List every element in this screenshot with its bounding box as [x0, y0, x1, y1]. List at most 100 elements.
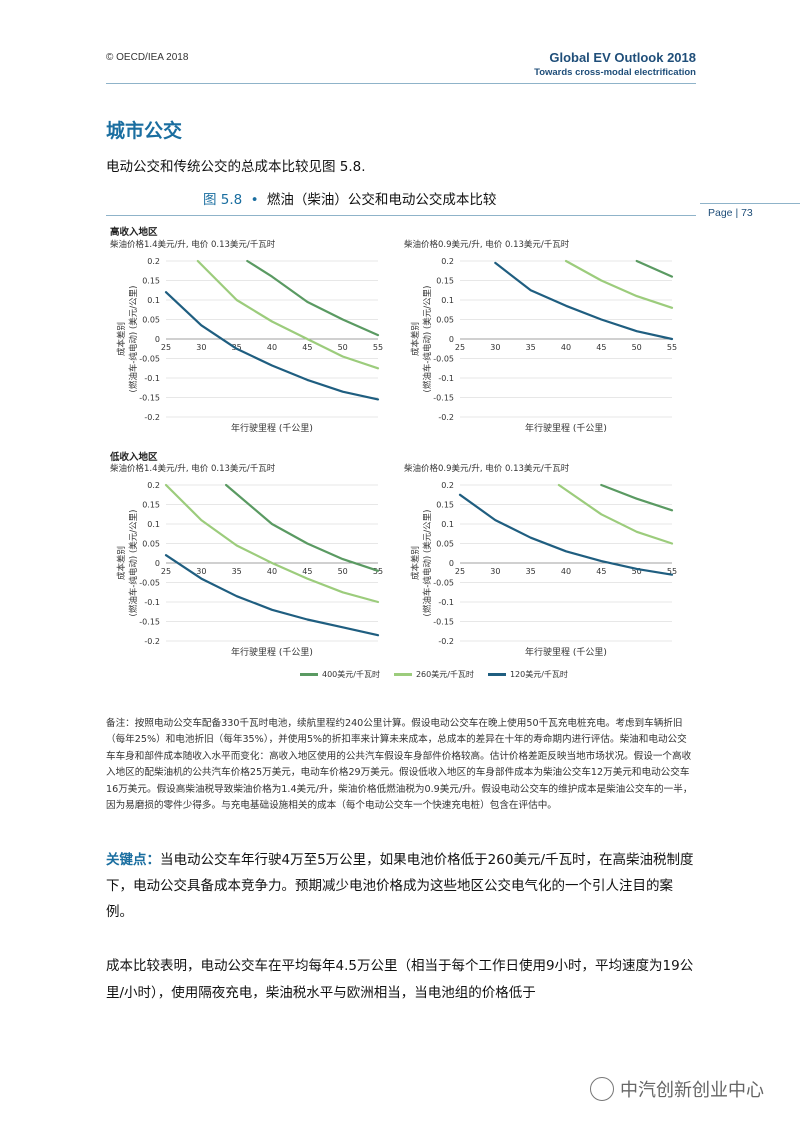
y-tick-label: 0.05 [142, 540, 160, 549]
x-tick-label: 45 [596, 343, 606, 352]
y-tick-label: -0.05 [139, 355, 160, 364]
x-tick-label: 55 [667, 567, 677, 576]
legend-swatch [393, 673, 412, 676]
x-tick-label: 35 [232, 567, 242, 576]
chart-2-subtitle: 柴油价格0.9美元/升, 电价 0.13美元/千瓦时 [404, 240, 570, 250]
series-line [196, 259, 380, 370]
y-tick-label: -0.2 [144, 413, 160, 422]
body-paragraph: 成本比较表明，电动公交车在平均每年4.5万公里（相当于每个工作日使用9小时，平均… [106, 958, 694, 1001]
y-tick-label: 0 [449, 335, 454, 344]
copyright-notice: © OECD/IEA 2018 [106, 52, 189, 63]
x-tick-label: 45 [302, 343, 312, 352]
legend-label: 120美元/千瓦时 [509, 670, 568, 679]
wechat-icon [590, 1077, 614, 1101]
x-tick-label: 30 [490, 567, 500, 576]
x-tick-label: 40 [267, 567, 277, 576]
legend-item: 260美元/千瓦时 [393, 669, 474, 680]
series-line [224, 483, 380, 572]
x-tick-label: 30 [196, 343, 206, 352]
figure-number: 图 5.8 [203, 192, 243, 208]
legend-swatch [300, 673, 318, 676]
watermark: 中汽创新创业中心 [590, 1076, 764, 1102]
series-line [557, 483, 674, 545]
legend-label: 400美元/千瓦时 [322, 670, 380, 679]
x-tick-label: 50 [632, 343, 642, 352]
y-axis-label: 成本差别 (燃油车-纯电动) (美元/公里) [116, 510, 139, 617]
key-point: 关键点：当电动公交车年行驶4万至5万公里，如果电池价格低于260美元/千瓦时，在… [106, 847, 696, 925]
series-line [458, 493, 674, 576]
series-line [494, 261, 674, 341]
x-tick-label: 25 [455, 343, 465, 352]
group-label-high-income: 高收入地区 [110, 227, 158, 238]
y-tick-label: 0 [155, 559, 160, 568]
y-axis-label: 成本差别 (燃油车-纯电动) (美元/公里) [410, 286, 433, 393]
section-title: 城市公交 [106, 120, 183, 142]
chart-4-subtitle: 柴油价格0.9美元/升, 电价 0.13美元/千瓦时 [404, 464, 570, 474]
x-axis-label: 年行驶里程 (千公里) [231, 422, 313, 434]
x-tick-label: 45 [302, 567, 312, 576]
y-tick-label: -0.15 [433, 618, 454, 627]
x-tick-label: 40 [561, 343, 571, 352]
series-line [246, 259, 380, 337]
y-tick-label: -0.05 [139, 579, 160, 588]
x-axis-label: 年行驶里程 (千公里) [525, 422, 607, 434]
y-tick-label: -0.05 [433, 355, 454, 364]
y-axis-label: 成本差别 (燃油车-纯电动) (美元/公里) [116, 286, 139, 393]
y-tick-label: -0.2 [438, 637, 454, 646]
header-divider [106, 83, 696, 84]
figure-divider [106, 215, 696, 216]
watermark-text: 中汽创新创业中心 [620, 1080, 764, 1101]
y-tick-label: -0.2 [438, 413, 454, 422]
y-tick-label: 0.05 [142, 316, 160, 325]
y-tick-label: -0.15 [433, 394, 454, 403]
y-tick-label: 0.15 [436, 501, 454, 510]
x-tick-label: 55 [667, 343, 677, 352]
y-tick-label: 0 [449, 559, 454, 568]
figure-bullet: • [250, 192, 259, 208]
y-tick-label: 0.15 [142, 501, 160, 510]
key-point-text: 当电动公交车年行驶4万至5万公里，如果电池价格低于260美元/千瓦时，在高柴油税… [106, 852, 694, 920]
report-subtitle: Towards cross-modal electrification [534, 67, 696, 78]
y-tick-label: -0.1 [144, 598, 160, 607]
series-line [164, 483, 380, 604]
y-tick-label: 0.2 [147, 481, 160, 490]
y-tick-label: -0.15 [139, 394, 160, 403]
x-tick-label: 35 [526, 567, 536, 576]
x-tick-label: 35 [526, 343, 536, 352]
chart-legend: 400美元/千瓦时 260美元/千瓦时 120美元/千瓦时 [300, 669, 568, 680]
legend-item: 120美元/千瓦时 [487, 669, 568, 680]
legend-label: 260美元/千瓦时 [415, 670, 474, 679]
y-tick-label: 0.15 [436, 277, 454, 286]
chart-high-income-1: 0.20.150.10.050-0.05-0.1-0.15-0.225 30 35 4… [116, 257, 383, 434]
legend-item: 400美元/千瓦时 [300, 669, 380, 680]
series-line [564, 259, 674, 309]
chart-3-subtitle: 柴油价格1.4美元/升, 电价 0.13美元/千瓦时 [110, 464, 276, 474]
x-tick-label: 30 [490, 343, 500, 352]
series-line [164, 554, 380, 637]
chart-low-income-1: 0.2 0.15 0.1 0.05 0 -0.05 -0.1 -0.15 -0.2 25 30 35 4… [116, 481, 383, 658]
intro-text: 电动公交和传统公交的总成本比较见图 5.8. [106, 159, 366, 175]
y-tick-label: -0.1 [144, 374, 160, 383]
chart-low-income-2: 0.2 0.15 0.1 0.05 0 -0.05 -0.1 -0.15 -0.2 25 30 35 4… [410, 481, 677, 658]
x-tick-label: 45 [596, 567, 606, 576]
key-point-label: 关键点： [106, 852, 160, 868]
y-tick-label: 0.15 [142, 277, 160, 286]
x-axis-label: 年行驶里程 (千公里) [525, 646, 607, 658]
figure-caption: 燃油（柴油）公交和电动公交成本比较 [266, 192, 497, 208]
y-tick-label: -0.1 [438, 598, 454, 607]
figure-note: 备注：按照电动公交车配备330千瓦时电池，续航里程约240公里计算。假设电动公交… [106, 718, 693, 812]
x-tick-label: 50 [632, 567, 642, 576]
y-tick-label: 0.05 [436, 316, 454, 325]
y-tick-label: 0.05 [436, 540, 454, 549]
chart-1-subtitle: 柴油价格1.4美元/升, 电价 0.13美元/千瓦时 [110, 240, 276, 250]
figure-title: 图 5.8 • 燃油（柴油）公交和电动公交成本比较 [203, 188, 496, 208]
series-line [635, 259, 674, 278]
page-number: Page | 73 [708, 207, 753, 219]
y-tick-label: -0.1 [438, 374, 454, 383]
x-tick-label: 25 [161, 343, 171, 352]
report-title: Global EV Outlook 2018 [549, 50, 696, 65]
y-tick-label: -0.05 [433, 579, 454, 588]
group-label-low-income: 低收入地区 [110, 452, 158, 463]
y-tick-label: 0.2 [147, 257, 160, 266]
y-tick-label: -0.2 [144, 637, 160, 646]
